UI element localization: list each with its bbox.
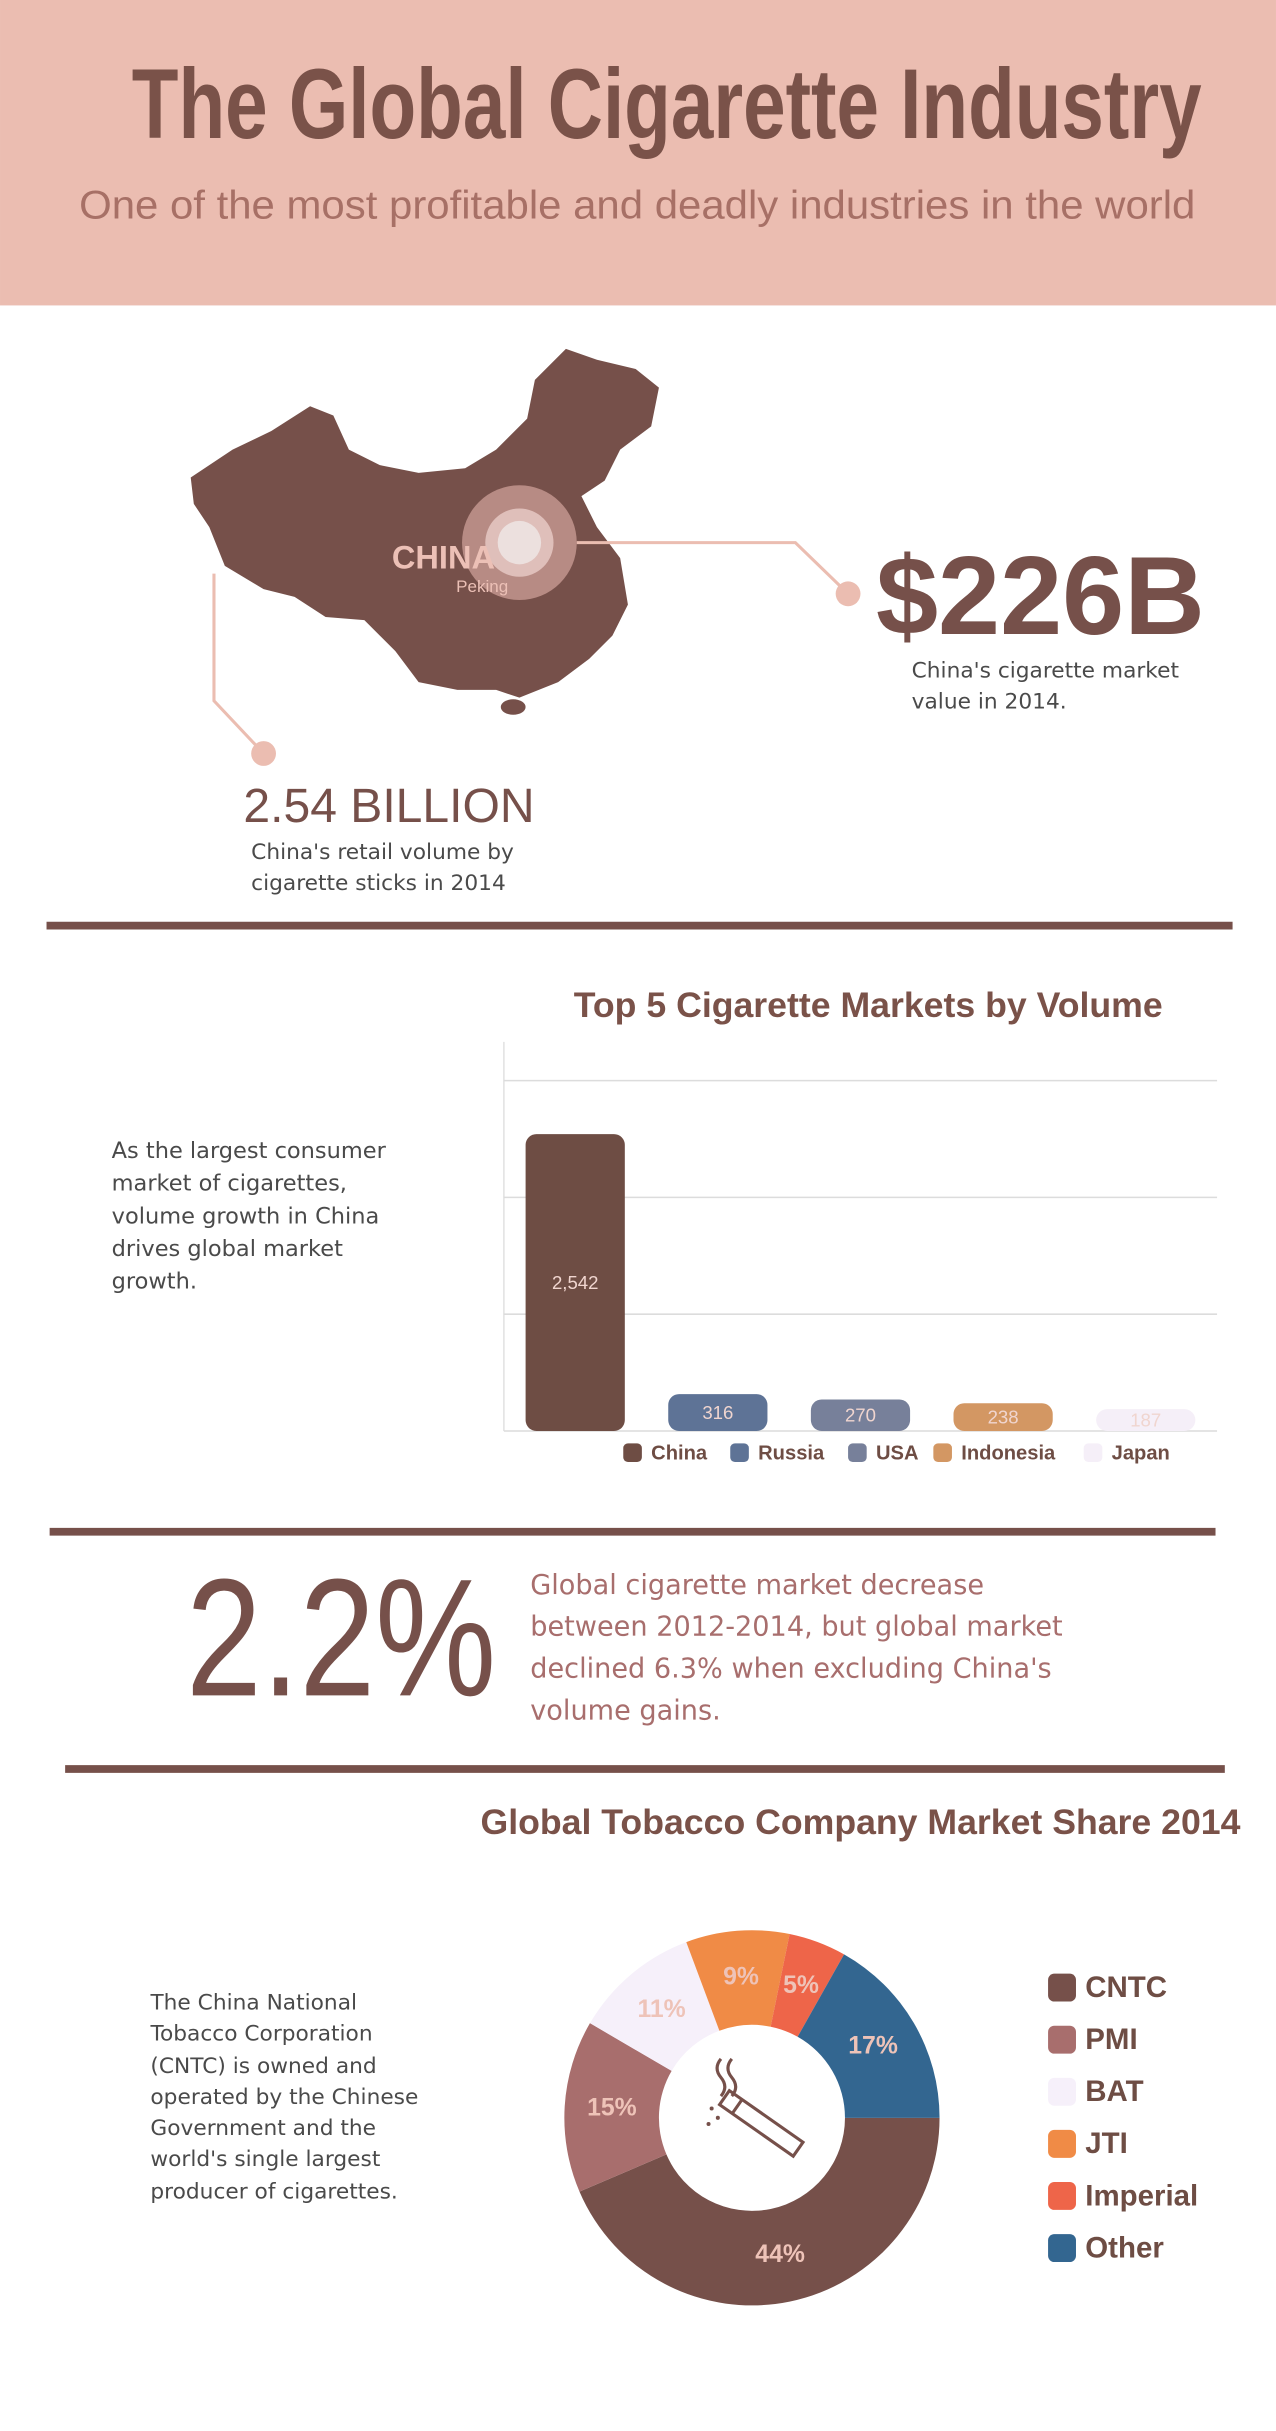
connector bbox=[576, 541, 850, 595]
legend-label: Imperial bbox=[1085, 2179, 1198, 2212]
value-label: 44% bbox=[755, 2241, 805, 2268]
donut-slice bbox=[797, 1954, 940, 2118]
legend-swatch bbox=[1048, 2025, 1076, 2054]
legend-label: Indonesia bbox=[961, 1443, 1056, 1465]
value-label: 11% bbox=[637, 1996, 685, 2023]
bar bbox=[1096, 1409, 1196, 1432]
legend-label: BAT bbox=[1085, 2075, 1143, 2108]
legend-label: Japan bbox=[1112, 1443, 1170, 1465]
value-label: 238 bbox=[988, 1407, 1019, 1428]
legend-label: China bbox=[651, 1443, 708, 1465]
map-label: CHINA bbox=[392, 539, 495, 575]
markets-text: As the largest consumer market of cigare… bbox=[111, 1139, 386, 1295]
smoke bbox=[715, 2057, 738, 2098]
legend-swatch bbox=[1048, 2182, 1076, 2210]
decline-text-box: Global cigarette market decrease between… bbox=[530, 1570, 1063, 1728]
value-label: 270 bbox=[845, 1405, 876, 1426]
decline-text: Global cigarette market decrease between… bbox=[530, 1570, 1063, 1728]
donut-slice bbox=[686, 1930, 790, 2031]
share-text-box: The China National Tobacco Corporation (… bbox=[150, 1990, 419, 2205]
decline-value: 2.2% bbox=[186, 1544, 496, 1731]
value-label: 316 bbox=[702, 1402, 733, 1423]
hainan bbox=[500, 699, 526, 715]
volume: 2.54 BILLION bbox=[243, 779, 534, 833]
value-label: 9% bbox=[723, 1963, 759, 1990]
city-marker bbox=[497, 520, 542, 565]
connector bbox=[212, 573, 265, 755]
china-map bbox=[190, 348, 659, 698]
header-band bbox=[0, 0, 1276, 306]
volume-caption: China's retail volume by cigarette stick… bbox=[251, 840, 514, 897]
value-label: 15% bbox=[587, 2095, 637, 2122]
cigarette-band bbox=[730, 2098, 744, 2115]
legend-label: USA bbox=[876, 1443, 919, 1465]
market-value-caption: China's cigarette market value in 2014. bbox=[911, 658, 1179, 716]
legend-swatch bbox=[1048, 2077, 1076, 2106]
markets-text-box: As the largest consumer market of cigare… bbox=[111, 1139, 386, 1295]
legend-label: Other bbox=[1085, 2231, 1164, 2264]
market-value: $226B bbox=[876, 533, 1205, 658]
legend-label: PMI bbox=[1085, 2023, 1137, 2056]
legend-swatch bbox=[1048, 2234, 1076, 2263]
donut-slice bbox=[770, 1934, 845, 2037]
connector-dot bbox=[835, 581, 861, 607]
legend-swatch bbox=[623, 1443, 642, 1463]
bar bbox=[525, 1134, 625, 1432]
ash bbox=[715, 2115, 720, 2120]
chart-title: Global Tobacco Company Market Share 2014 bbox=[481, 1802, 1241, 1842]
ash bbox=[706, 2122, 711, 2127]
connector-dot bbox=[251, 741, 276, 766]
bar bbox=[668, 1394, 768, 1432]
legend-swatch bbox=[1048, 2129, 1076, 2158]
donut-slice bbox=[564, 2023, 672, 2192]
cigarette bbox=[717, 2088, 806, 2159]
legend-swatch bbox=[1048, 1973, 1076, 2002]
legend-swatch bbox=[848, 1443, 867, 1463]
ash bbox=[709, 2106, 714, 2111]
city-label: Peking bbox=[456, 577, 508, 596]
value-label: 17% bbox=[848, 2033, 898, 2060]
share-text: The China National Tobacco Corporation (… bbox=[150, 1990, 419, 2205]
value-label: 2,542 bbox=[552, 1272, 599, 1293]
title: The Global Cigarette Industry bbox=[132, 49, 1202, 160]
volume-caption-box: China's retail volume by cigarette stick… bbox=[251, 840, 514, 897]
donut-slice bbox=[579, 2117, 940, 2306]
value-label: 187 bbox=[1130, 1410, 1161, 1431]
bar bbox=[810, 1399, 911, 1432]
subtitle: One of the most profitable and deadly in… bbox=[79, 182, 1195, 227]
legend-label: Russia bbox=[758, 1443, 825, 1465]
bar bbox=[953, 1403, 1053, 1432]
legend-swatch bbox=[730, 1443, 749, 1463]
value-label: 5% bbox=[783, 1972, 819, 1999]
donut-slice bbox=[589, 1942, 720, 2071]
legend-swatch bbox=[1083, 1443, 1103, 1463]
legend-label: JTI bbox=[1085, 2127, 1128, 2160]
market-value-caption-box: China's cigarette market value in 2014. bbox=[911, 658, 1179, 716]
legend-label: CNTC bbox=[1085, 1971, 1167, 2004]
chart-title: Top 5 Cigarette Markets by Volume bbox=[574, 985, 1163, 1025]
legend-swatch bbox=[933, 1443, 952, 1463]
cigarette-icon bbox=[706, 2057, 806, 2159]
